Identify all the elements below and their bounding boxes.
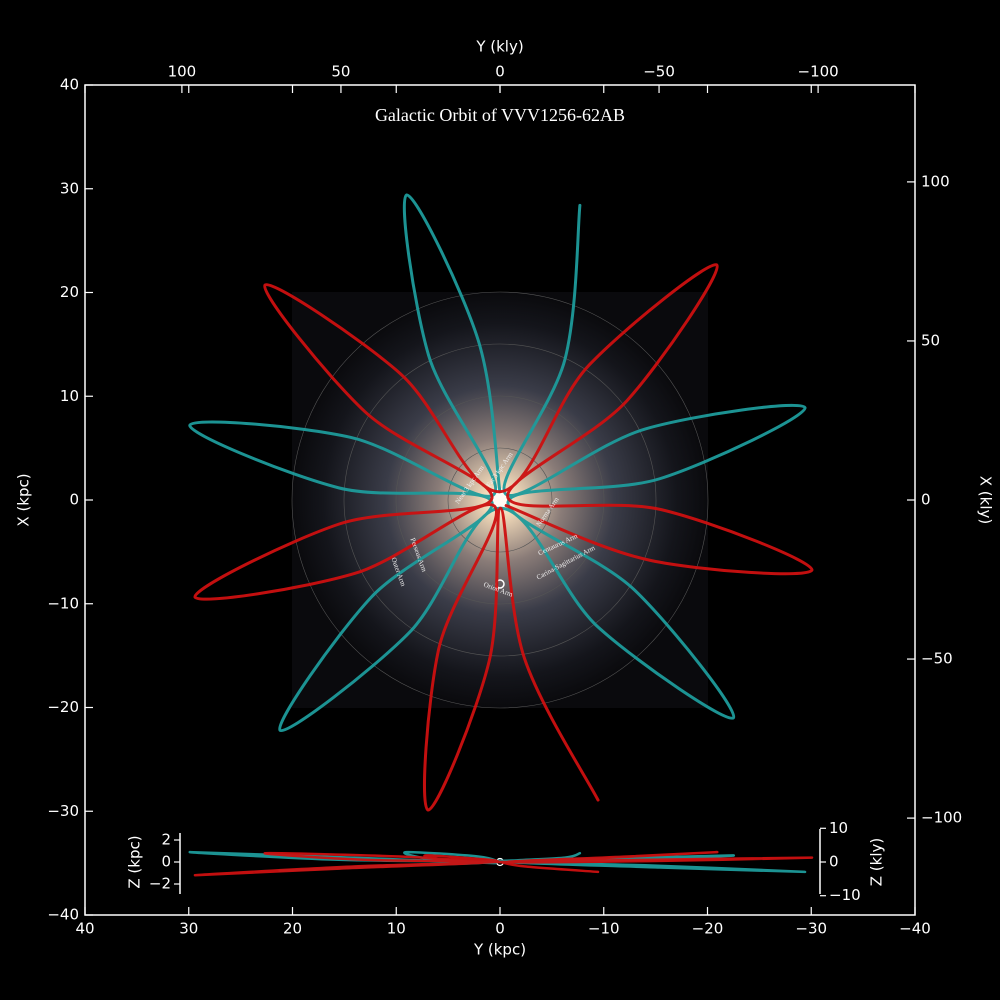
x-tick-label: 30 bbox=[179, 920, 198, 938]
inset-y-tick-label: 2 bbox=[161, 831, 171, 849]
top-tick-label: −50 bbox=[643, 63, 675, 81]
x-tick-label: 0 bbox=[495, 920, 505, 938]
top-tick-label: 0 bbox=[495, 63, 505, 81]
right-tick-label: −50 bbox=[921, 650, 953, 668]
right-axis-label: X (kly) bbox=[977, 476, 995, 524]
y-tick-label: −40 bbox=[47, 906, 79, 924]
y-tick-label: −20 bbox=[47, 698, 79, 716]
x-tick-label: −40 bbox=[899, 920, 931, 938]
orbit-line bbox=[193, 850, 814, 877]
x-axis-label: Y (kpc) bbox=[473, 941, 526, 959]
right-tick-label: 0 bbox=[921, 491, 931, 509]
right-tick-label: 50 bbox=[921, 331, 940, 349]
y-tick-label: 10 bbox=[60, 387, 79, 405]
orbit-line bbox=[193, 263, 814, 812]
inset-y-tick-label: 0 bbox=[161, 853, 171, 871]
inset-right-tick-label: 0 bbox=[829, 853, 839, 871]
y-tick-label: 40 bbox=[60, 76, 79, 94]
inset-right-tick-label: −10 bbox=[829, 886, 861, 904]
y-tick-label: 30 bbox=[60, 179, 79, 197]
x-tick-label: −10 bbox=[588, 920, 620, 938]
inset-y-tick-label: −2 bbox=[149, 875, 171, 893]
x-tick-label: −20 bbox=[692, 920, 724, 938]
y-tick-label: −30 bbox=[47, 802, 79, 820]
x-tick-label: 10 bbox=[387, 920, 406, 938]
x-tick-label: −30 bbox=[795, 920, 827, 938]
y-axis-label: X (kpc) bbox=[15, 473, 33, 526]
orbit-line bbox=[188, 193, 807, 733]
galaxy-rings bbox=[291, 291, 709, 709]
right-tick-label: −100 bbox=[921, 809, 962, 827]
inset-y-axis-label: Z (kpc) bbox=[126, 835, 144, 888]
y-tick-label: 20 bbox=[60, 283, 79, 301]
inset-right-axis-label: Z (kly) bbox=[868, 838, 886, 886]
top-axis-label: Y (kly) bbox=[475, 38, 523, 56]
top-tick-label: −100 bbox=[798, 63, 839, 81]
plot-area bbox=[188, 193, 814, 877]
y-tick-label: −10 bbox=[47, 594, 79, 612]
chart-title: Galactic Orbit of VVV1256-62AB bbox=[375, 105, 625, 125]
top-tick-label: 50 bbox=[331, 63, 350, 81]
x-tick-label: 20 bbox=[283, 920, 302, 938]
x-tick-label: 40 bbox=[75, 920, 94, 938]
y-tick-label: 0 bbox=[69, 491, 79, 509]
right-tick-label: 100 bbox=[921, 172, 950, 190]
inset-right-tick-label: 10 bbox=[829, 819, 848, 837]
top-tick-label: 100 bbox=[168, 63, 197, 81]
